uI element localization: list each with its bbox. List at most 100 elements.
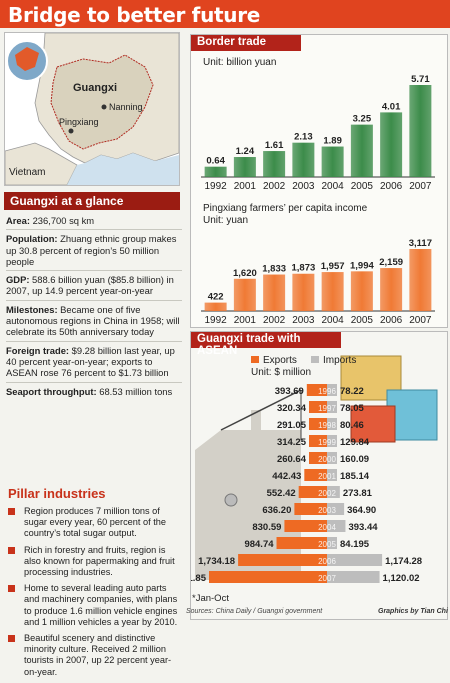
asean-export-bar [209,571,327,583]
asean-panel: Guangxi trade with ASEAN Exports Imports U… [190,331,448,620]
glance-divider [6,340,182,342]
glance-item-label: Population: [6,233,58,245]
glance-list: Area: 236,700 sq km Population: Zhuang et… [6,215,182,400]
0-value-label: 1.24 [236,146,255,157]
0-bar [233,157,256,177]
glance-item-label: GDP: [6,274,30,286]
asean-import-label: 78.22 [340,386,364,397]
asean-import-bar [327,469,337,481]
asean-export-bar [284,520,327,532]
asean-export-label: 291.05 [277,420,307,431]
asean-import-bar [327,401,337,413]
asean-import-bar [327,537,337,549]
glance-divider [6,229,182,231]
glance-item-text: Zhuang ethnic group makes up 30.8 percen… [6,233,177,267]
asean-import-label: 273.81 [343,488,373,499]
income-title: Pingxiang farmers’ per capita income [203,203,368,214]
left-column: Guangxi Nanning Pingxiang Vietnam Guangx… [0,28,185,677]
glance-item-label: Area: [6,215,30,226]
asean-export-bar [304,469,327,481]
pillar-bullet-icon [8,546,15,554]
graphics-credit: Graphics by Tian Chi [378,608,448,615]
1-bar [204,302,227,311]
1-bar [350,271,373,311]
0-category-label: 2002 [263,181,286,192]
map-svg: Guangxi Nanning Pingxiang Vietnam [5,33,179,185]
pillar-bullet-icon [8,585,15,593]
map-globe-china-icon [15,47,39,71]
0-category-label: 2007 [409,181,432,192]
map-vietnam-land [5,142,78,185]
0-value-label: 3.25 [353,114,372,125]
right-column: Border trade Unit: billion yuan 0.64 1992… [186,28,450,620]
asean-year-label: 2006 [318,557,336,566]
map-marker-nanning [101,104,107,110]
pillar-title: Pillar industries [8,486,106,501]
0-bar [204,166,227,177]
asean-year-label: 2001 [318,472,336,481]
asean-export-bar [309,435,327,447]
glance-item: Area: 236,700 sq km [6,215,182,226]
1-value-label: 1,833 [262,264,286,275]
glance-divider [6,299,182,301]
map-sea [67,153,179,185]
asean-import-label: 84.195 [340,539,370,550]
asean-year-label: 1998 [318,421,336,430]
asean-export-label: 552.42 [267,488,296,499]
pillar-bullet-icon [8,635,15,643]
asean-import-label: 364.90 [347,505,376,516]
income-chart: 422 1992 1,620 2001 1,833 2002 1,873 2003 1,957 2… [201,238,435,325]
glance-item: Foreign trade: $9.28 billion last year, … [6,345,182,379]
glance-title: Guangxi at a glance [10,194,124,208]
pillar-item: Beautiful scenery and distinctive minori… [8,633,184,678]
0-bar [350,124,373,177]
1-category-label: 1992 [205,315,228,325]
asean-export-bar [294,503,327,515]
border-trade-panel: Border trade Unit: billion yuan 0.64 1992… [190,34,448,328]
1-value-label: 1,994 [350,260,374,271]
1-value-label: 2,159 [379,257,403,268]
legend-imports-label: Imports [323,355,356,366]
asean-import-label: 393.44 [348,522,378,533]
asean-import-label: 185.14 [340,471,370,482]
asean-year-label: 2007 [318,574,336,583]
asean-year-label: 1999 [318,438,336,447]
glance-item-text: 68.53 million tons [96,385,173,397]
asean-export-label: 260.64 [277,454,307,465]
legend-exports-label: Exports [263,355,297,366]
1-value-label: 3,117 [409,238,432,249]
pillar-item: Rich in forestry and fruits, region is a… [8,545,184,579]
asean-import-label: 1,174.28 [385,556,422,567]
0-value-label: 5.71 [411,74,430,85]
map: Guangxi Nanning Pingxiang Vietnam [4,32,180,186]
1-value-label: 1,873 [291,263,315,274]
glance-item-label: Seaport throughput: [6,385,97,397]
asean-export-label: 320.34 [277,403,307,414]
asean-footnote: *Jan-Oct [192,593,229,604]
0-category-label: 2005 [351,181,374,192]
pillar-item-text: Region produces 7 million tons of sugar … [24,506,166,539]
glance-item-label: Milestones: [6,303,58,315]
0-category-label: 2004 [322,181,345,192]
pillar-item: Region produces 7 million tons of sugar … [8,506,184,540]
pillar-bullet-icon [8,508,15,515]
glance-item-text: $9.28 billion last year, up 40 percent y… [6,344,175,379]
glance-item: Population: Zhuang ethnic group makes up… [6,233,182,267]
glance-item: Milestones: Became one of five autonomou… [6,304,182,338]
0-value-label: 0.64 [206,156,225,167]
0-bar [263,151,286,177]
asean-export-bar [276,537,327,549]
asean-import-bar [327,554,383,566]
1-category-label: 2004 [322,315,345,325]
asean-import-bar [327,486,340,498]
asean-year-label: 2000 [318,455,336,464]
asean-year-label: 2004 [318,523,336,532]
pillar-item-text: Home to several leading auto parts and m… [24,583,178,627]
map-label-vietnam: Vietnam [9,167,46,178]
glance-item-label: Foreign trade: [6,344,70,356]
pillar-item-text: Beautiful scenery and distinctive minori… [24,633,172,677]
asean-import-label: 1,120.02 [383,573,420,584]
asean-export-bar [309,452,327,464]
glance-item-text: Became one of five autonomous regions in… [6,303,180,338]
1-value-label: 422 [208,292,224,303]
